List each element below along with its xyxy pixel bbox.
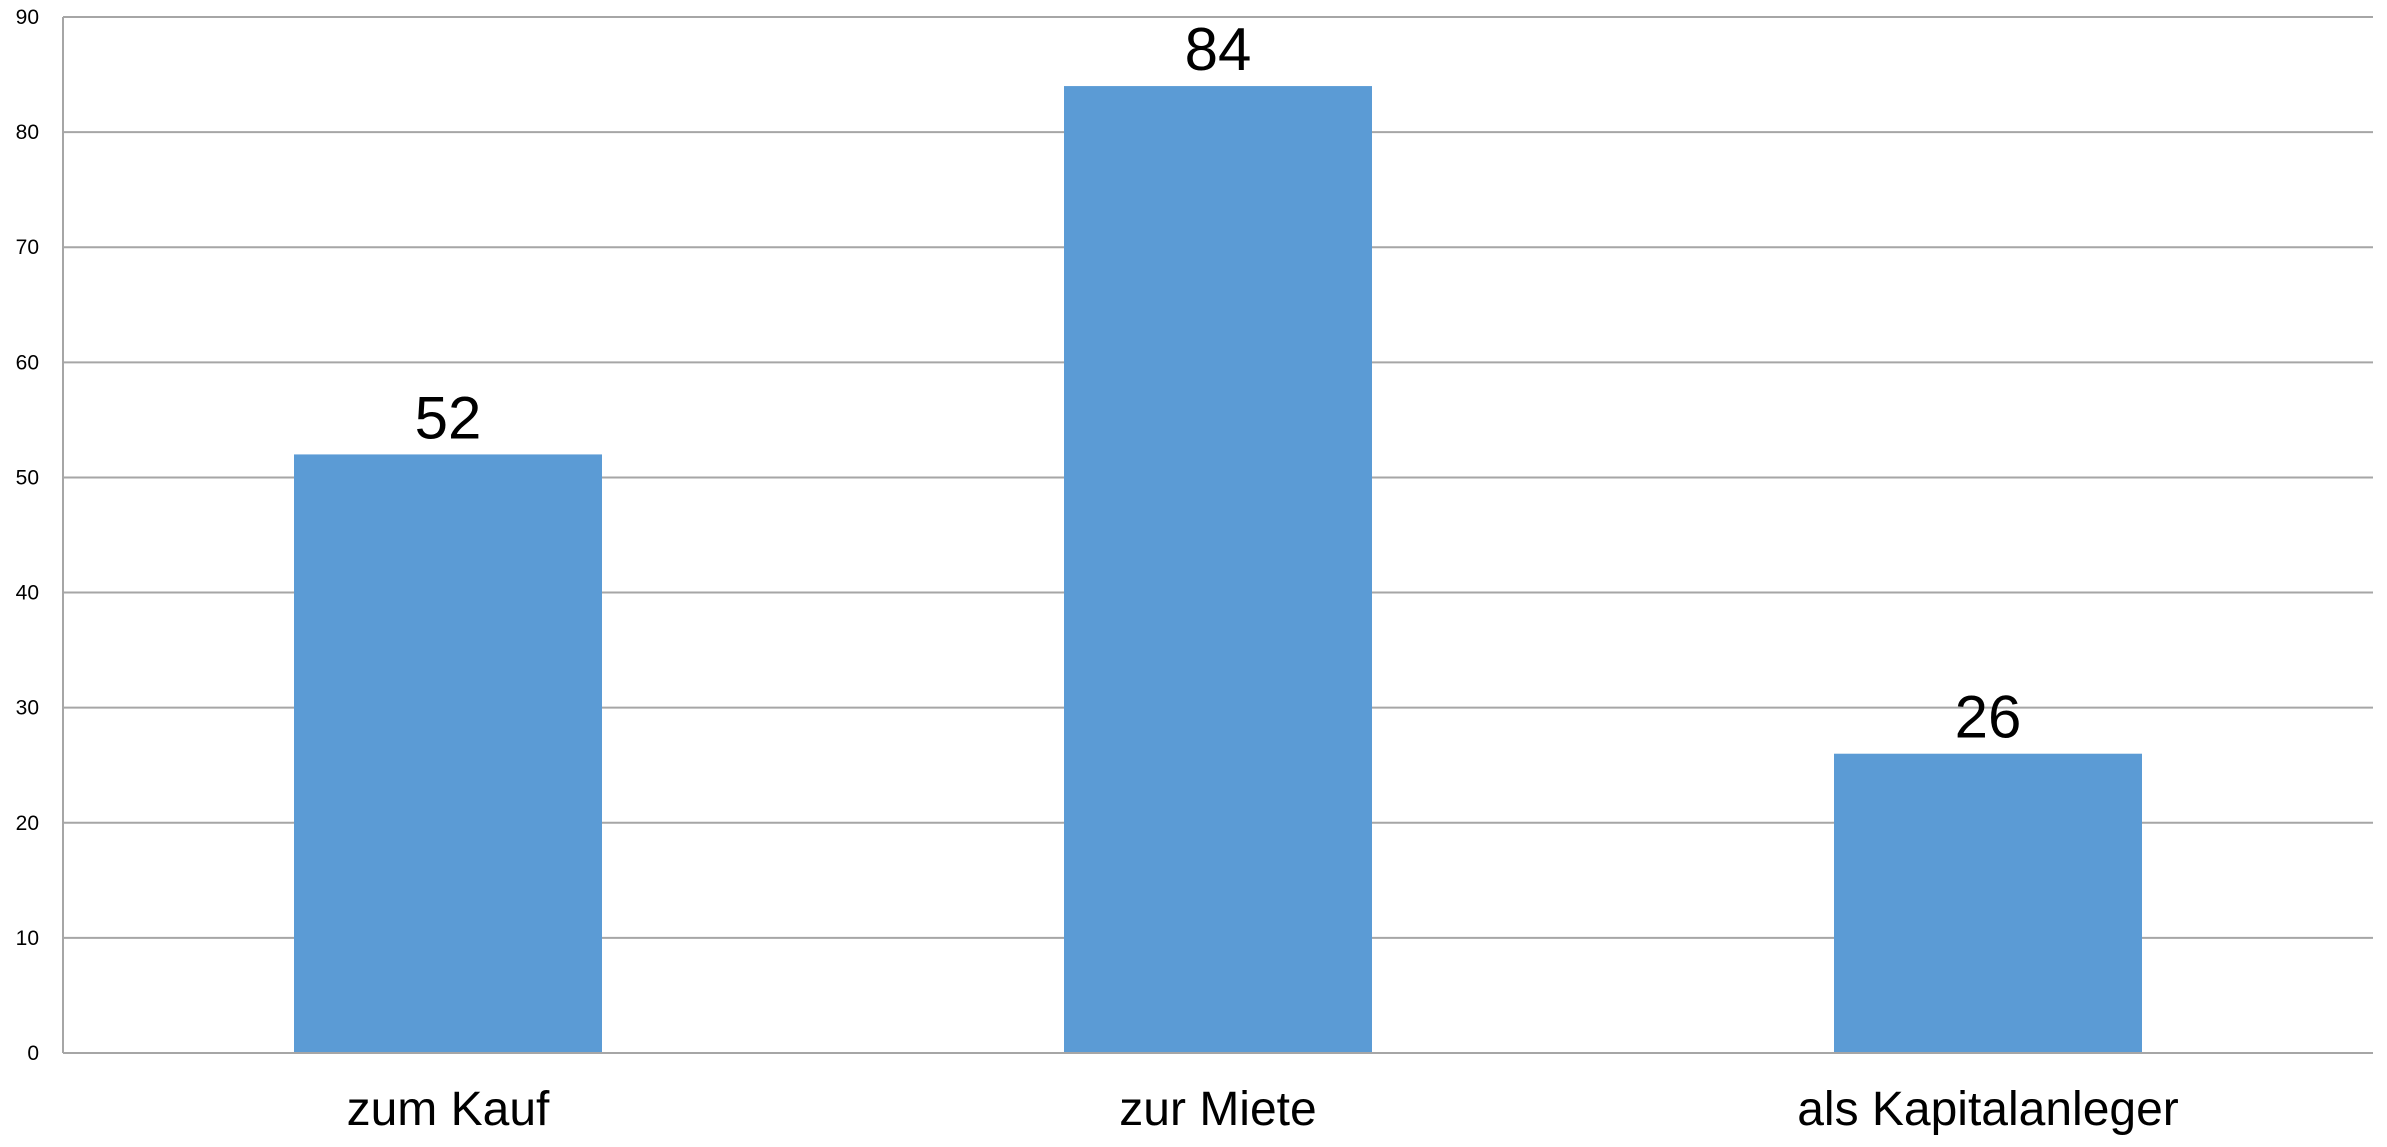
data-label: 52 xyxy=(415,384,482,451)
bar-1 xyxy=(294,454,602,1053)
y-tick-label: 60 xyxy=(16,351,39,374)
y-tick-label: 50 xyxy=(16,466,39,489)
bar-3 xyxy=(1834,753,2142,1053)
y-tick-label: 0 xyxy=(27,1042,39,1065)
x-category-label: als Kapitalanleger xyxy=(1797,1083,2179,1136)
axes xyxy=(62,17,2373,1054)
y-tick-label: 30 xyxy=(16,697,39,720)
bar-2 xyxy=(1064,86,1372,1054)
x-category-label: zum Kauf xyxy=(347,1083,550,1136)
x-category-label: zur Miete xyxy=(1119,1083,1316,1136)
y-tick-label: 70 xyxy=(16,236,39,259)
y-tick-label: 10 xyxy=(16,927,39,950)
data-label: 84 xyxy=(1185,16,1252,83)
y-tick-label: 20 xyxy=(16,812,39,835)
y-tick-label: 40 xyxy=(16,582,39,605)
y-tick-label: 80 xyxy=(16,121,39,144)
y-tick-label: 90 xyxy=(16,6,39,29)
data-label: 26 xyxy=(1955,684,2022,751)
bars xyxy=(294,86,2142,1054)
labels: 0 10 20 30 40 50 60 70 80 90 52 zum Kauf 84 zur Miete… xyxy=(16,6,2179,1136)
